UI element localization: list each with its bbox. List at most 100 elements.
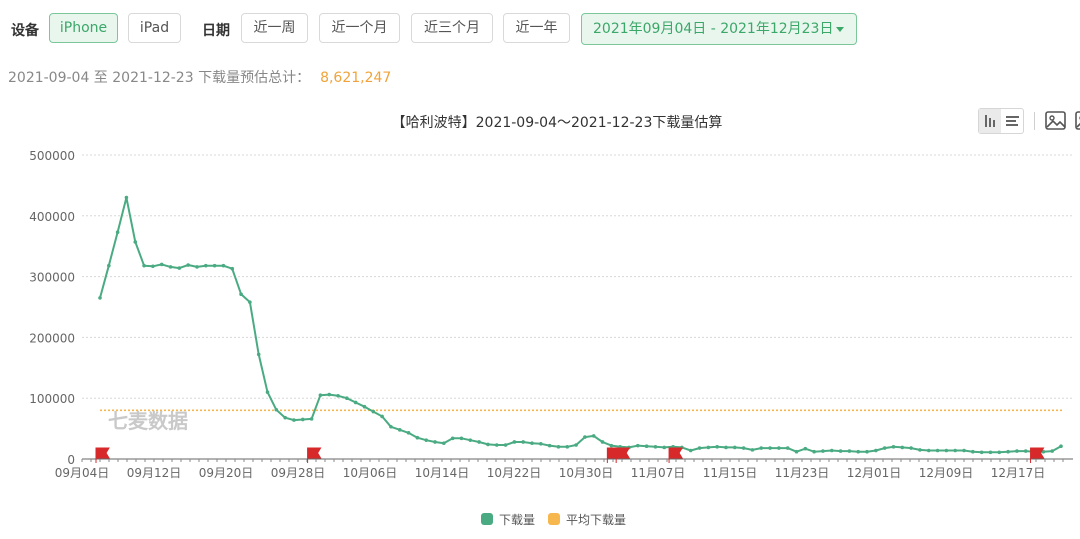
data-point[interactable] <box>265 390 270 394</box>
data-point[interactable] <box>856 449 861 454</box>
data-point[interactable] <box>609 443 614 448</box>
data-point[interactable] <box>971 449 975 454</box>
data-point[interactable] <box>124 195 129 200</box>
data-point[interactable] <box>715 445 719 449</box>
data-point[interactable] <box>812 449 816 454</box>
data-point[interactable] <box>300 417 305 422</box>
data-point[interactable] <box>309 417 314 421</box>
data-point[interactable] <box>882 446 887 450</box>
data-point[interactable] <box>732 445 737 450</box>
data-point[interactable] <box>274 407 279 412</box>
flag-icon[interactable] <box>307 447 322 463</box>
data-point[interactable] <box>706 445 711 450</box>
data-point[interactable] <box>821 449 825 453</box>
data-point[interactable] <box>1059 444 1063 449</box>
data-point[interactable] <box>662 445 667 450</box>
data-point[interactable] <box>503 443 508 447</box>
data-point[interactable] <box>574 443 578 447</box>
data-point[interactable] <box>829 448 834 453</box>
data-point[interactable] <box>547 443 552 448</box>
data-point[interactable] <box>724 445 728 450</box>
data-point[interactable] <box>600 440 605 444</box>
data-point[interactable] <box>1023 449 1028 453</box>
data-point[interactable] <box>186 263 190 267</box>
data-point[interactable] <box>556 445 561 449</box>
preset-month-button[interactable]: 近一个月 <box>319 13 400 43</box>
data-point[interactable] <box>979 450 984 455</box>
data-point[interactable] <box>345 396 349 401</box>
data-point[interactable] <box>177 266 182 270</box>
data-point[interactable] <box>327 392 332 397</box>
data-point[interactable] <box>107 263 111 268</box>
data-point[interactable] <box>741 446 746 450</box>
data-point[interactable] <box>450 436 455 441</box>
data-point[interactable] <box>168 265 173 269</box>
data-point[interactable] <box>336 393 340 398</box>
data-point[interactable] <box>962 448 966 453</box>
data-point[interactable] <box>847 449 852 453</box>
data-point[interactable] <box>671 445 675 449</box>
data-point[interactable] <box>1041 449 1046 454</box>
data-point[interactable] <box>1050 449 1054 453</box>
data-point[interactable] <box>618 445 622 449</box>
data-point[interactable] <box>909 446 913 450</box>
data-point[interactable] <box>759 446 764 450</box>
data-point[interactable] <box>988 450 993 455</box>
data-point[interactable] <box>653 445 658 449</box>
data-point[interactable] <box>891 445 896 449</box>
data-point[interactable] <box>750 448 755 452</box>
data-point[interactable] <box>292 418 296 422</box>
data-point[interactable] <box>583 435 587 439</box>
data-point[interactable] <box>803 446 808 451</box>
data-point[interactable] <box>1006 449 1010 454</box>
data-point[interactable] <box>944 448 949 453</box>
data-point[interactable] <box>115 230 120 235</box>
data-point[interactable] <box>230 266 235 271</box>
data-point[interactable] <box>768 446 772 450</box>
data-point[interactable] <box>953 448 958 453</box>
data-point[interactable] <box>530 441 534 445</box>
data-point[interactable] <box>1015 449 1019 453</box>
flag-icon[interactable] <box>95 447 110 463</box>
save-image-button[interactable] <box>1044 109 1068 133</box>
date-range-picker[interactable]: 2021年09月04日 - 2021年12月23日 <box>581 13 857 45</box>
data-point[interactable] <box>239 292 243 297</box>
data-point[interactable] <box>997 450 1002 455</box>
data-point[interactable] <box>133 240 138 244</box>
data-point[interactable] <box>697 446 702 450</box>
data-point[interactable] <box>353 400 358 405</box>
device-iphone-button[interactable]: iPhone <box>49 13 118 43</box>
data-point[interactable] <box>918 448 922 452</box>
data-point[interactable] <box>371 409 376 414</box>
data-point[interactable] <box>494 443 499 447</box>
data-point[interactable] <box>935 448 940 453</box>
data-point[interactable] <box>442 441 446 445</box>
data-point[interactable] <box>283 415 287 420</box>
data-point[interactable] <box>777 446 781 450</box>
preset-week-button[interactable]: 近一周 <box>241 13 308 43</box>
data-point[interactable] <box>203 263 208 268</box>
device-ipad-button[interactable]: iPad <box>128 13 181 43</box>
data-point[interactable] <box>1032 449 1037 454</box>
data-point[interactable] <box>565 445 570 449</box>
flag-icon[interactable] <box>668 447 683 463</box>
legend-item-downloads[interactable]: 下载量 <box>481 513 535 527</box>
flag-icon[interactable] <box>606 447 622 463</box>
data-point[interactable] <box>195 265 199 269</box>
list-view-button[interactable] <box>1002 109 1024 133</box>
flag-icon[interactable] <box>1030 447 1045 463</box>
data-point[interactable] <box>680 445 684 450</box>
data-point[interactable] <box>785 446 790 450</box>
data-point[interactable] <box>98 296 102 300</box>
data-point[interactable] <box>900 445 905 450</box>
data-point[interactable] <box>380 414 384 419</box>
data-point[interactable] <box>406 431 411 435</box>
legend-item-average[interactable]: 平均下载量 <box>548 513 626 527</box>
data-point[interactable] <box>397 428 402 432</box>
data-point[interactable] <box>926 448 931 453</box>
data-point[interactable] <box>644 444 649 449</box>
data-point[interactable] <box>389 424 393 429</box>
data-point[interactable] <box>636 443 640 448</box>
data-point[interactable] <box>256 352 261 357</box>
data-point[interactable] <box>424 438 429 442</box>
